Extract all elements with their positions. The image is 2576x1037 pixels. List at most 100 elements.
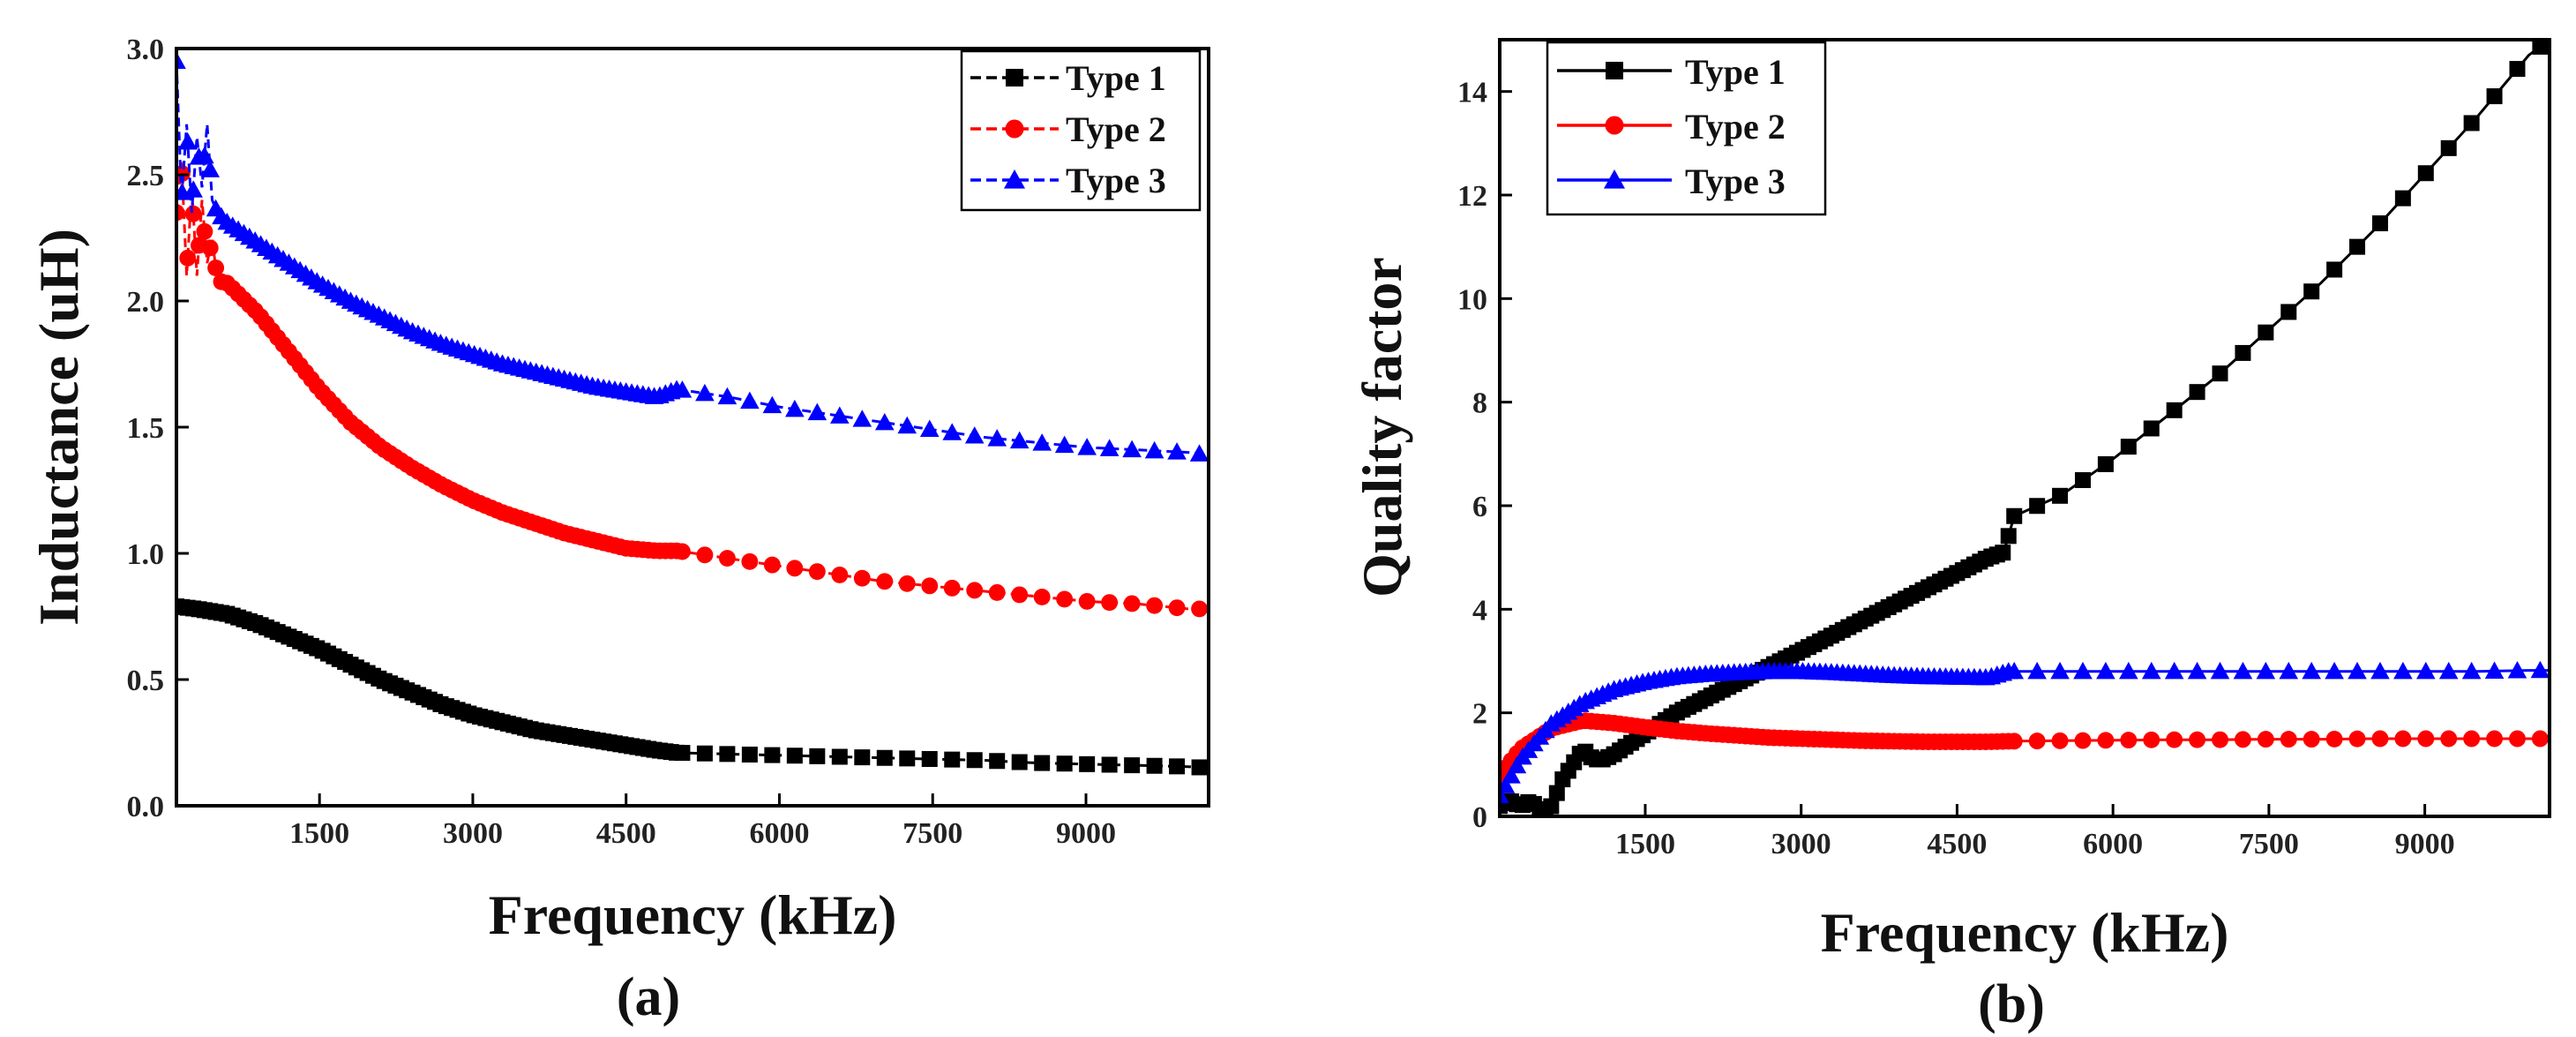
panel-a-series-2-point — [921, 577, 939, 595]
panel-a-series-2-point — [179, 249, 197, 267]
panel-a-ytick-label-5: 2.5 — [127, 160, 165, 192]
panel-b-series-3-point — [2073, 661, 2093, 680]
panel-b-series-1-point — [2143, 420, 2160, 437]
panel-a-legend-label-3: Type 3 — [1066, 161, 1166, 200]
panel-b-series-1-point — [2120, 439, 2137, 455]
panel-b-series-2-point — [2486, 730, 2504, 748]
panel-a-series-3-point — [1009, 431, 1030, 449]
panel-b-legend-marker-3 — [1604, 169, 1625, 189]
panel-b-xtick-label-3: 6000 — [2083, 828, 2143, 860]
panel-a-series-1-point — [831, 748, 848, 765]
panel-a: 1500 3000 4500 6000 7500 9000 0.0 0.5 1.0 1.5 2.0 2… — [27, 34, 1210, 1027]
panel-a-series-3-point — [1077, 438, 1097, 455]
panel-a-legend-marker-3 — [1004, 169, 1025, 189]
panel-a-ytick-label-2: 1.0 — [127, 538, 165, 571]
panel-a-series-2-point — [763, 556, 781, 574]
panel-b-series-1-point — [2532, 40, 2549, 55]
panel-b-series-2-point — [2257, 731, 2274, 748]
panel-b-marks — [1500, 40, 2550, 816]
panel-a-marks — [176, 51, 1209, 776]
panel-a-series-1-point — [944, 751, 961, 768]
panel-a-series-2-point — [943, 579, 961, 597]
panel-a-ticks: 1500 3000 4500 6000 7500 9000 0.0 0.5 1.0 1.5 2.0 2… — [127, 34, 1116, 850]
panel-a-series-1-point — [786, 748, 803, 764]
panel-b-series-2-point — [2280, 731, 2297, 748]
panel-b-series-1-point — [2326, 261, 2343, 278]
panel-b-series-2-point — [2051, 732, 2069, 749]
panel-a-series-2-point — [1056, 590, 1074, 608]
panel-a-series-1-point — [1124, 757, 1141, 774]
panel-b-xtick-label-4: 7500 — [2239, 828, 2299, 860]
panel-b-series-1-point — [2509, 61, 2526, 78]
panel-a-series-2-point — [1011, 586, 1029, 604]
panel-a-series-3-point — [1099, 439, 1120, 456]
panel-a-series-2-line — [176, 162, 1209, 611]
panel-a-ytick-label-1: 0.5 — [127, 665, 165, 697]
panel-a-series-2-point — [853, 569, 871, 587]
panel-a-series-3-point — [1189, 444, 1209, 462]
panel-b-series-3-point — [2027, 661, 2047, 680]
panel-b-series-1-point — [2097, 455, 2114, 472]
panel-b-series-2-point — [2120, 732, 2138, 749]
panel-b-series-3-point — [2187, 661, 2207, 680]
panel-b-series-3-point — [2370, 661, 2390, 680]
panel-a-xtick-label-0: 1500 — [289, 817, 349, 850]
panel-a-series-3-point — [1144, 440, 1164, 459]
panel-b-series-3-point — [2393, 661, 2413, 680]
panel-b-legend-label-1: Type 1 — [1685, 52, 1786, 92]
panel-a-ylabel: Inductance (uH) — [27, 229, 90, 626]
panel-a-series-1-point — [921, 751, 938, 768]
panel-b-series-2-point — [2440, 730, 2458, 748]
panel-b-series-3-point — [2348, 661, 2367, 680]
panel-a-series-1-point — [1146, 757, 1163, 774]
panel-b-series-1 — [1500, 40, 2550, 816]
panel-b-legend-marker-2 — [1605, 116, 1624, 135]
panel-b-series-2-point — [2394, 730, 2412, 748]
panel-a-series-2 — [176, 162, 1209, 618]
panel-a-series-2-point — [696, 546, 714, 564]
panel-a-xtick-label-5: 9000 — [1056, 817, 1116, 850]
panel-b-xtick-label-2: 4500 — [1927, 828, 1987, 860]
panel-a-series-2-point — [1146, 597, 1164, 614]
panel-b-xlabel: Frequency (kHz) — [1821, 901, 2229, 964]
panel-b-series-3-point — [2119, 661, 2138, 680]
panel-b-series-3-point — [2050, 661, 2070, 680]
panel-b-series-1-point — [1995, 545, 2011, 561]
panel-a-series-2-point — [201, 239, 219, 257]
panel-a-series-1-point — [741, 746, 758, 763]
panel-b-series-1-point — [2394, 190, 2411, 207]
panel-a-series-1-point — [809, 748, 826, 764]
panel-b-series-3-point — [2210, 661, 2230, 680]
panel-b-series-3-point — [2438, 661, 2459, 680]
panel-b-series-1-point — [2000, 528, 2017, 545]
panel-b-series-1-point — [2486, 88, 2503, 105]
panel-a-series-2-point — [1101, 594, 1119, 612]
panel-b-series-2-point — [2417, 730, 2435, 748]
panel-a-xtick-label-2: 4500 — [596, 817, 656, 850]
panel-b-ytick-label-0: 0 — [1472, 801, 1487, 834]
panel-b-series-2-point — [2166, 731, 2183, 748]
panel-a-legend-label-1: Type 1 — [1066, 58, 1166, 98]
panel-b-series-2-point — [2325, 730, 2343, 748]
panel-b: 1500 3000 4500 6000 7500 9000 0 2 4 6 8 10 12 14 Freq… — [1351, 38, 2551, 1034]
panel-a-series-3-point — [695, 383, 715, 402]
panel-b-series-3-point — [2256, 661, 2276, 680]
panel-a-series-3-point — [897, 416, 917, 434]
panel-a-series-3-point — [1032, 433, 1052, 451]
panel-a-series-1-point — [696, 745, 713, 762]
panel-a-series-3-point — [874, 412, 895, 431]
panel-b-series-2-point — [2143, 731, 2160, 748]
panel-a-series-2-point — [1078, 592, 1096, 610]
panel-b-ytick-label-5: 10 — [1457, 283, 1487, 316]
panel-a-series-3-point — [717, 387, 738, 405]
panel-a-series-1-point — [1079, 755, 1096, 772]
panel-b-series-2-point — [2531, 730, 2549, 748]
panel-a-xtick-label-1: 3000 — [443, 817, 503, 850]
panel-a-series-2-point — [966, 582, 984, 599]
panel-b-series-2-point — [2509, 730, 2526, 748]
panel-b-ylabel: Quality factor — [1351, 257, 1413, 597]
panel-b-xtick-label-5: 9000 — [2395, 828, 2455, 860]
panel-b-series-3-point — [1501, 766, 1521, 784]
panel-b-legend-marker-1 — [1606, 62, 1623, 79]
